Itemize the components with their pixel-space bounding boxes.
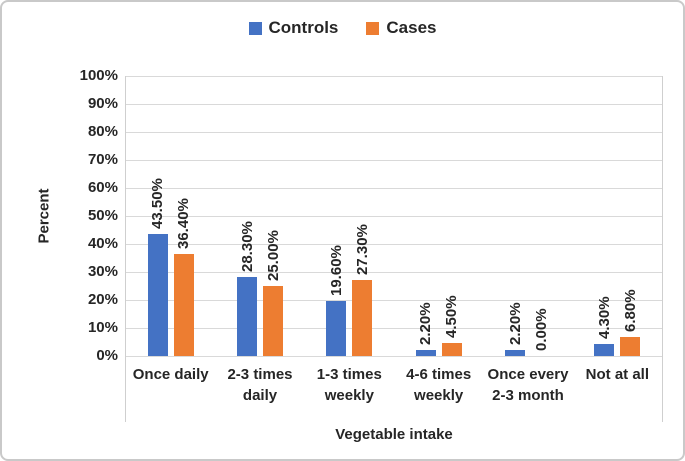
- bar-value-label: 19.60%: [327, 245, 345, 297]
- bar-value-label: 4.50%: [443, 295, 461, 339]
- bar-value-label: 2.20%: [506, 302, 524, 345]
- y-tick-label: 50%: [87, 207, 118, 224]
- y-tick-label: 40%: [87, 235, 118, 252]
- bar-cases: [441, 343, 462, 356]
- gridline: [126, 103, 662, 105]
- controls-swatch-icon: [248, 21, 262, 35]
- legend-item-controls: Controls: [248, 18, 339, 38]
- bar-cases: [352, 279, 373, 356]
- bar-value-label: 27.30%: [353, 223, 371, 275]
- legend-label-controls: Controls: [268, 18, 339, 37]
- y-tick-label: 80%: [87, 123, 118, 140]
- y-tick-label: 70%: [87, 151, 118, 168]
- x-tick-label: Not at all: [585, 366, 649, 383]
- cases-swatch-icon: [366, 21, 380, 35]
- x-tick-label: 2-3 times daily: [227, 366, 293, 404]
- gridline: [126, 215, 662, 217]
- y-tick-label: 100%: [79, 67, 118, 84]
- bar-controls: [326, 301, 347, 356]
- y-tick-label: 0%: [96, 347, 118, 364]
- bar-value-label: 43.50%: [149, 178, 167, 230]
- x-tick-label: Once every 2-3 month: [487, 366, 569, 404]
- gridline: [126, 355, 662, 357]
- bar-controls: [237, 276, 257, 356]
- bar-value-label: 0.00%: [532, 308, 550, 351]
- gridline: [126, 271, 662, 273]
- plot-area: 0% 10% 20% 30% 40% 50% 60% 70% 80% 90% 100% 43.50% 3…: [80, 67, 663, 422]
- plot-left-edge: [125, 76, 126, 422]
- bar-value-label: 2.20%: [417, 302, 435, 345]
- bar-controls: [594, 343, 615, 356]
- bar-value-label: 6.80%: [621, 289, 639, 332]
- bar-controls: [505, 349, 525, 356]
- legend: Controls Cases: [2, 18, 683, 38]
- gridline: [126, 243, 662, 245]
- gridline: [126, 187, 662, 189]
- bar-cases: [620, 336, 641, 356]
- plot-right-edge: [662, 76, 663, 422]
- y-tick-label: 10%: [87, 319, 118, 336]
- x-tick-label: 1-3 times weekly: [316, 366, 382, 404]
- bar-controls: [415, 349, 436, 356]
- x-tick-label: 4-6 times weekly: [406, 366, 472, 404]
- x-tick-label: Once daily: [132, 366, 209, 383]
- bar-cases: [263, 286, 283, 356]
- gridline: [126, 159, 662, 161]
- bar-value-label: 25.00%: [264, 230, 282, 281]
- bar-value-label: 36.40%: [175, 198, 193, 250]
- legend-label-cases: Cases: [386, 18, 437, 37]
- x-axis-title: Vegetable intake: [335, 426, 453, 443]
- gridline: [126, 75, 662, 77]
- y-tick-label: 30%: [87, 263, 118, 280]
- bar-value-label: 28.30%: [238, 220, 256, 272]
- bar-cases: [173, 254, 194, 356]
- legend-item-cases: Cases: [366, 18, 437, 38]
- y-tick-label: 20%: [87, 291, 118, 308]
- bar-controls: [147, 234, 168, 356]
- y-tick-label: 90%: [87, 95, 118, 112]
- gridline: [126, 327, 662, 329]
- bar-value-label: 4.30%: [595, 296, 613, 339]
- gridline: [126, 299, 662, 301]
- y-tick-label: 60%: [87, 179, 118, 196]
- y-axis-title: Percent: [35, 188, 53, 244]
- gridline: [126, 131, 662, 133]
